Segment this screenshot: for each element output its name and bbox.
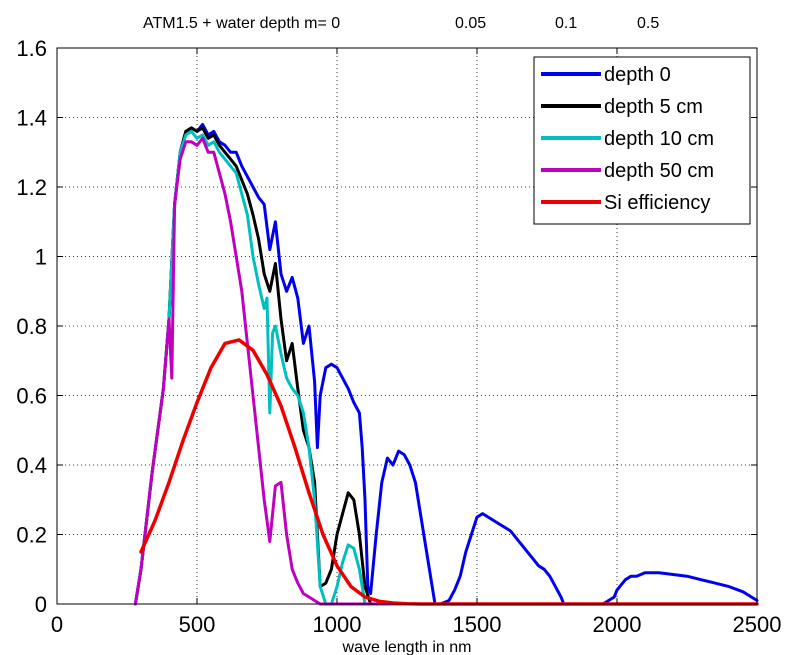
chart-title-label-0: 0.05 xyxy=(455,15,486,32)
x-tick-label: 1500 xyxy=(453,612,502,637)
x-tick-label: 2500 xyxy=(733,612,782,637)
legend-label: depth 5 cm xyxy=(604,96,703,118)
x-axis-label: wave length in nm xyxy=(342,639,472,655)
legend-label: Si efficiency xyxy=(604,192,710,214)
x-tick-label: 500 xyxy=(179,612,216,637)
chart-title-label-1: 0.1 xyxy=(555,15,577,32)
y-tick-label: 0 xyxy=(35,592,47,617)
series-line-depth-50-cm xyxy=(133,136,479,606)
y-tick-label: 1.2 xyxy=(16,175,47,200)
legend-label: depth 0 xyxy=(604,64,671,86)
series-line-depth-10-cm xyxy=(133,129,479,606)
legend-label: depth 50 cm xyxy=(604,160,714,182)
chart-title-label-2: 0.5 xyxy=(637,15,659,32)
ticks xyxy=(56,47,758,605)
y-tick-label: 1.6 xyxy=(16,36,47,61)
y-tick-label: 0.6 xyxy=(16,384,47,409)
legend-box xyxy=(533,56,751,225)
series-line-si-efficiency xyxy=(139,338,759,606)
y-tick-label: 0.8 xyxy=(16,314,47,339)
y-tick-label: 1.4 xyxy=(16,106,47,131)
legend-items: depth 0 depth 5 cm depth 10 cm depth 50 cm S… xyxy=(541,64,714,214)
y-tick-label: 0.2 xyxy=(16,523,47,548)
y-tick-label: 1 xyxy=(35,245,47,270)
legend-label: depth 10 cm xyxy=(604,128,714,150)
series-line-depth-5-cm xyxy=(133,126,479,606)
x-tick-label: 0 xyxy=(51,612,63,637)
legend: depth 0 depth 5 cm depth 10 cm depth 50 cm S… xyxy=(533,56,751,225)
x-tick-label: 1000 xyxy=(313,612,362,637)
x-tick-label: 2000 xyxy=(593,612,642,637)
tick-labels: 0 500 1000 1500 2000 2500 0 0.2 0.4 0.6 0.8 1 1.2 1.4… xyxy=(16,36,781,637)
y-tick-label: 0.4 xyxy=(16,453,47,478)
chart-title: ATM1.5 + water depth m= 0 xyxy=(143,15,340,32)
